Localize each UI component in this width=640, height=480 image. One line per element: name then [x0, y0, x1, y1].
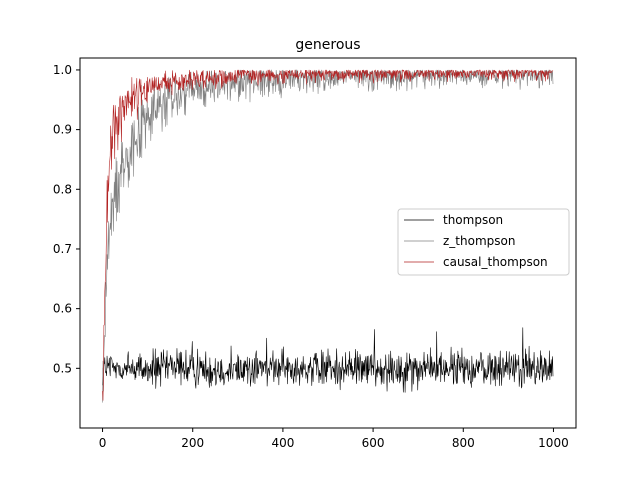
- x-tick-label: 0: [99, 436, 107, 450]
- y-tick-label: 0.5: [53, 361, 72, 375]
- y-axis: 0.5 0.6 0.7 0.8 0.9 1.0: [53, 63, 80, 375]
- x-axis: 0 200 400 600 800 1000: [99, 428, 569, 450]
- x-tick-label: 1000: [538, 436, 569, 450]
- x-tick-label: 200: [181, 436, 204, 450]
- series-line-thompson: [102, 327, 554, 393]
- legend-box: [397, 208, 570, 276]
- x-tick-label: 600: [362, 436, 385, 450]
- legend-label-causal-thompson: causal_thompson: [443, 255, 548, 269]
- legend-label-thompson: thompson: [443, 213, 503, 227]
- x-tick-label: 400: [271, 436, 294, 450]
- y-tick-label: 0.9: [53, 123, 72, 137]
- legend-label-z-thompson: z_thompson: [443, 234, 515, 248]
- y-tick-label: 1.0: [53, 63, 72, 77]
- series-line-z-thompson: [102, 69, 554, 403]
- y-tick-label: 0.8: [53, 182, 72, 196]
- x-tick-label: 800: [452, 436, 475, 450]
- chart-title: generous: [295, 37, 360, 53]
- y-tick-label: 0.6: [53, 302, 72, 316]
- plot-frame: [79, 57, 577, 429]
- legend: thompson z_thompson causal_thompson: [397, 208, 570, 276]
- series-layer: [102, 69, 554, 403]
- series-line-causal-thompson: [102, 69, 554, 401]
- y-tick-label: 0.7: [53, 242, 72, 256]
